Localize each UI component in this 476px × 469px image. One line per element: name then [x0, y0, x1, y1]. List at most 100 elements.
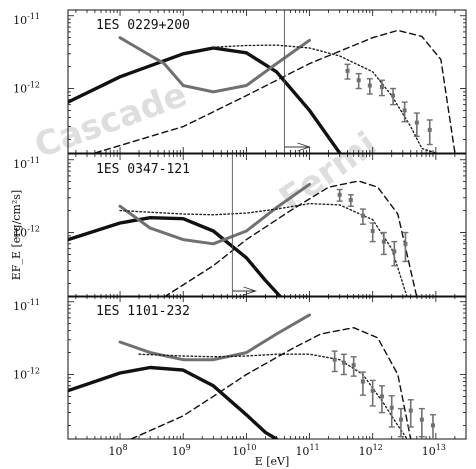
data-point [347, 194, 354, 207]
fermi-sensitivity-line [118, 36, 311, 94]
x-tick-label-1e13-mantissa: 10 [422, 445, 436, 458]
x-tick-label-1e8-exponent: 8 [122, 443, 127, 452]
x-tick-label-1e10: 1010 [232, 443, 256, 458]
data-point [402, 231, 409, 263]
x-tick-label-1e12-exponent: 12 [373, 443, 383, 452]
data-marker [391, 93, 396, 98]
data-point [369, 379, 376, 407]
data-point [378, 79, 385, 97]
data-point [366, 78, 373, 95]
fermi-sensitivity-line [118, 182, 311, 246]
y-tick-label-1e-11-mantissa: 10 [13, 158, 27, 171]
data-marker [430, 423, 435, 428]
data-marker [370, 388, 375, 393]
limit-arrow-head [243, 286, 258, 296]
data-point [380, 231, 387, 256]
data-marker [408, 408, 413, 413]
x-tick-label-1e10-mantissa: 10 [232, 445, 246, 458]
y-tick-label-1e-11-exponent: -11 [27, 298, 40, 307]
data-point [336, 188, 343, 202]
data-point [331, 350, 338, 373]
data-point [418, 407, 425, 438]
plot-area [68, 180, 418, 297]
absorbed-model-line [212, 44, 437, 153]
limit-marker [231, 154, 258, 297]
data-marker [360, 213, 365, 218]
data-point [429, 414, 436, 439]
data-marker [360, 379, 365, 384]
y-tick-label-1e-12-mantissa: 10 [13, 227, 27, 240]
data-marker [337, 192, 342, 197]
y-tick-label-1e-11: 10-11 [13, 12, 40, 27]
fermi-sensitivity-line [118, 313, 311, 362]
data-marker [389, 405, 394, 410]
y-tick-label-1e-12-exponent: -12 [27, 367, 40, 376]
limit-marker [283, 10, 311, 153]
intrinsic-model-line [94, 29, 456, 153]
absorbed-model-line [119, 202, 408, 297]
x-tick-label-1e11: 1011 [295, 443, 319, 458]
x-tick-label-1e10-exponent: 10 [246, 443, 256, 452]
data-marker [402, 108, 407, 113]
data-marker [379, 394, 384, 399]
data-marker [348, 197, 353, 202]
data-point [340, 353, 347, 376]
data-point [378, 385, 385, 414]
data-marker [414, 120, 419, 125]
data-point [390, 87, 397, 106]
y-tick-label-1e-12-mantissa: 10 [13, 83, 27, 96]
y-tick-label-1e-11: 10-11 [13, 298, 40, 313]
data-point [413, 112, 420, 138]
cascade-line [68, 215, 283, 297]
data-point [397, 407, 404, 438]
plot-area [68, 29, 456, 153]
intrinsic-model-line [130, 327, 412, 439]
data-marker [367, 83, 372, 88]
cascade-line [68, 46, 342, 153]
cascade-line [68, 365, 279, 439]
data-marker [356, 78, 361, 83]
data-point [344, 63, 351, 80]
y-tick-label-1e-11-mantissa: 10 [13, 14, 27, 27]
data-marker [370, 228, 375, 233]
data-marker [345, 68, 350, 73]
data-marker [427, 127, 432, 132]
panel-title: 1ES 0347-121 [96, 162, 190, 177]
data-marker [381, 239, 386, 244]
data-point [359, 371, 366, 396]
y-axis-label: EF_E [erg/cm²s] [10, 190, 23, 280]
x-tick-label-1e11-mantissa: 10 [295, 445, 309, 458]
panel-title: 1ES 1101-232 [96, 304, 190, 319]
data-marker [332, 357, 337, 362]
data-point [426, 119, 433, 146]
panel-frame [67, 295, 467, 440]
y-tick-label-1e-12-exponent: -12 [27, 81, 40, 90]
x-tick-label-1e8-mantissa: 10 [108, 445, 122, 458]
y-tick-label-1e-11-exponent: -11 [27, 156, 40, 165]
x-tick-label-1e9-exponent: 9 [186, 443, 191, 452]
data-marker [403, 241, 408, 246]
y-tick-label-1e-12: 10-12 [13, 225, 40, 240]
x-tick-label-1e9: 109 [172, 443, 191, 458]
absorbed-model-line [138, 353, 408, 439]
data-marker [379, 84, 384, 89]
data-marker [392, 249, 397, 254]
x-tick-label-1e12: 1012 [359, 443, 383, 458]
data-marker [398, 417, 403, 422]
x-tick-label-1e13: 1013 [422, 443, 446, 458]
data-marker [351, 363, 356, 368]
panel-frame [67, 153, 467, 298]
y-tick-label-1e-12: 10-12 [13, 81, 40, 96]
intrinsic-model-line [163, 180, 418, 297]
y-tick-label-1e-11: 10-11 [13, 156, 40, 171]
y-tick-label-1e-12-mantissa: 10 [13, 369, 27, 382]
x-tick-label-1e12-mantissa: 10 [359, 445, 373, 458]
x-tick-label-1e9-mantissa: 10 [172, 445, 186, 458]
x-tick-label-1e13-exponent: 13 [436, 443, 446, 452]
panel-title: 1ES 0229+200 [96, 18, 190, 33]
data-point [407, 399, 414, 428]
